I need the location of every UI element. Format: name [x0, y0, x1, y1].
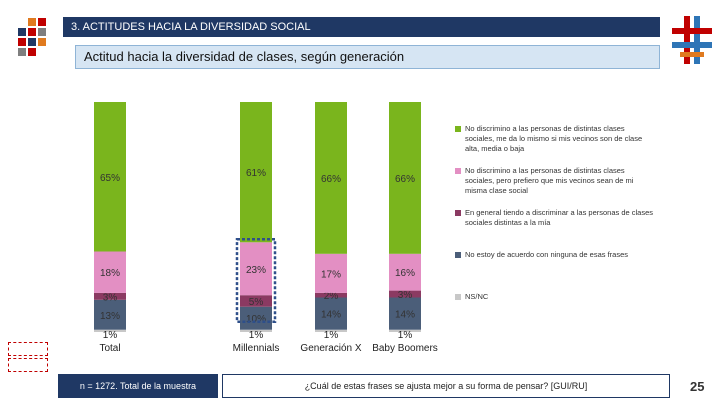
legend-item: No estoy de acuerdo con ninguna de esas … — [455, 250, 655, 260]
bar-segment — [389, 102, 421, 254]
bar-segment — [94, 292, 126, 300]
legend-item: En general tiendo a discriminar a las pe… — [455, 208, 655, 228]
data-label: 13% — [100, 311, 120, 322]
bar-segment — [315, 253, 347, 293]
bar-segment — [389, 329, 421, 332]
data-label: 16% — [395, 268, 415, 279]
sample-note: n = 1272. Total de la muestra — [58, 374, 218, 398]
legend-label: No discrimino a las personas de distinta… — [465, 124, 643, 153]
legend-label: NS/NC — [465, 292, 489, 301]
legend-label: No estoy de acuerdo con ninguna de esas … — [465, 250, 629, 259]
bar-segment — [315, 292, 347, 298]
bar-segment — [94, 329, 126, 332]
page-number: 25 — [690, 379, 705, 394]
slide-subtitle: Actitud hacia la diversidad de clases, s… — [75, 45, 660, 69]
bar-segment — [240, 242, 272, 296]
bar-segment — [389, 297, 421, 330]
data-label: 1% — [398, 330, 413, 341]
bar-segment — [240, 295, 272, 307]
bar-segment — [240, 102, 272, 243]
data-label: 18% — [100, 268, 120, 279]
data-label: 3% — [103, 292, 118, 303]
legend-label: En general tiendo a discriminar a las pe… — [465, 208, 654, 227]
data-label: 23% — [246, 265, 266, 276]
legend-swatch — [455, 126, 461, 132]
partner-stamp — [8, 358, 48, 372]
bar-segment — [94, 102, 126, 252]
data-label: 1% — [249, 330, 264, 341]
section-header: 3. ACTITUDES HACIA LA DIVERSIDAD SOCIAL — [63, 17, 660, 37]
legend-swatch — [455, 294, 461, 300]
bar-segment — [94, 299, 126, 330]
data-label: 66% — [321, 174, 341, 185]
legend-item: NS/NC — [455, 292, 655, 302]
bar-segment — [240, 306, 272, 330]
data-label: 66% — [395, 174, 415, 185]
data-label: 65% — [100, 173, 120, 184]
category-label: Millennials — [233, 343, 280, 354]
bar-segment — [315, 329, 347, 332]
category-label: Baby Boomers — [372, 343, 438, 354]
institution-logo-right — [672, 16, 712, 64]
data-label: 61% — [246, 168, 266, 179]
legend-item: No discrimino a las personas de distinta… — [455, 124, 655, 154]
data-label: 17% — [321, 269, 341, 280]
survey-question: ¿Cuál de estas frases se ajusta mejor a … — [222, 374, 670, 398]
data-label: 1% — [103, 330, 118, 341]
legend-item: No discrimino a las personas de distinta… — [455, 166, 655, 196]
data-label: 10% — [246, 314, 266, 325]
data-label: 2% — [324, 291, 339, 302]
partner-stamp — [8, 342, 48, 356]
bar-segment — [315, 102, 347, 254]
data-label: 3% — [398, 290, 413, 301]
legend-swatch — [455, 252, 461, 258]
bar-segment — [94, 251, 126, 293]
data-label: 5% — [249, 297, 264, 308]
legend-label: No discrimino a las personas de distinta… — [465, 166, 634, 195]
bar-segment — [389, 290, 421, 298]
category-label: Generación X — [300, 343, 361, 354]
legend-swatch — [455, 210, 461, 216]
bar-segment — [240, 329, 272, 332]
data-label: 1% — [324, 330, 339, 341]
legend-swatch — [455, 168, 461, 174]
institution-logo-left — [18, 18, 46, 56]
bar-segment — [389, 253, 421, 291]
data-label: 14% — [321, 310, 341, 321]
bar-segment — [315, 297, 347, 330]
data-label: 14% — [395, 310, 415, 321]
category-label: Total — [99, 343, 120, 354]
